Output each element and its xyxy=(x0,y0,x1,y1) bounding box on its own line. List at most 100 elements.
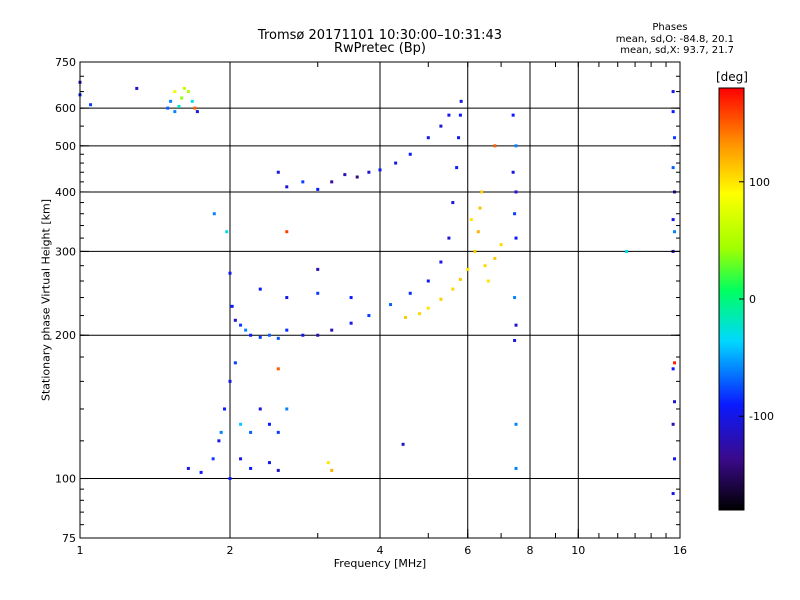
data-point xyxy=(285,296,289,300)
data-point xyxy=(180,96,184,100)
data-point xyxy=(394,161,398,165)
y-tick-label: 600 xyxy=(55,102,76,115)
data-point xyxy=(486,279,490,283)
data-point xyxy=(190,99,194,103)
data-point xyxy=(244,328,248,332)
data-point xyxy=(378,168,382,172)
data-point xyxy=(177,104,181,108)
data-point xyxy=(458,277,462,281)
data-point xyxy=(480,190,484,194)
data-point xyxy=(514,323,518,327)
data-point xyxy=(447,236,451,240)
colorbar-tick-label: 100 xyxy=(749,176,770,189)
data-point xyxy=(514,466,518,470)
data-point xyxy=(447,113,451,117)
data-point xyxy=(249,466,253,470)
data-point xyxy=(330,180,334,184)
data-point xyxy=(426,279,430,283)
data-point xyxy=(186,466,190,470)
axis-ticks: 1 2 4 6 8 10 16 75 100 200 300 400 500 600 750 xyxy=(55,56,687,557)
chart-subtitle: RwPretec (Bp) xyxy=(333,41,427,56)
data-point xyxy=(249,333,253,337)
x-tick-label: 16 xyxy=(673,544,687,557)
data-point xyxy=(403,315,407,319)
data-point xyxy=(239,323,243,327)
data-point xyxy=(301,180,305,184)
data-point xyxy=(511,170,515,174)
data-point xyxy=(276,430,280,434)
x-tick-label: 10 xyxy=(571,544,585,557)
phase-statistics: Phases mean, sd,O: -84.8, 20.1 mean, sd,… xyxy=(616,22,734,57)
data-point xyxy=(258,287,262,291)
data-point xyxy=(459,99,463,103)
data-point xyxy=(186,90,190,94)
x-tick-label: 6 xyxy=(464,544,471,557)
data-point xyxy=(469,218,473,222)
data-point xyxy=(89,103,93,107)
data-point xyxy=(455,166,459,170)
data-point xyxy=(258,335,262,339)
data-point xyxy=(228,477,232,481)
data-point xyxy=(326,461,330,465)
data-point xyxy=(439,297,443,301)
data-point xyxy=(671,492,675,496)
data-point xyxy=(276,468,280,472)
data-point xyxy=(417,312,421,316)
x-tick-label: 8 xyxy=(527,544,534,557)
data-point xyxy=(276,367,280,371)
data-point xyxy=(457,136,461,140)
colorbar-tick-label: 0 xyxy=(749,293,756,306)
data-point xyxy=(349,321,353,325)
data-point xyxy=(367,170,371,174)
data-point xyxy=(258,407,262,411)
data-point xyxy=(316,187,320,191)
data-point xyxy=(673,136,677,140)
data-point xyxy=(316,291,320,295)
data-point xyxy=(239,457,243,461)
data-point xyxy=(173,110,177,114)
data-point xyxy=(439,124,443,128)
data-point xyxy=(285,230,289,234)
data-point xyxy=(230,304,234,308)
data-point xyxy=(513,338,517,342)
y-tick-label: 75 xyxy=(62,532,76,545)
data-point xyxy=(451,201,455,205)
data-point xyxy=(182,86,186,90)
data-point xyxy=(217,439,221,443)
data-point xyxy=(514,422,518,426)
data-point xyxy=(671,110,675,114)
colorbar-tick-label: -100 xyxy=(749,410,774,423)
data-point xyxy=(228,379,232,383)
data-point xyxy=(514,236,518,240)
data-point xyxy=(285,407,289,411)
y-tick-label: 750 xyxy=(55,56,76,69)
x-axis-label: Frequency [MHz] xyxy=(333,557,427,570)
data-point xyxy=(439,260,443,264)
data-point xyxy=(233,361,237,365)
data-point xyxy=(483,264,487,268)
data-point xyxy=(673,230,677,234)
data-point xyxy=(451,287,455,291)
data-point xyxy=(466,267,470,271)
x-tick-label: 4 xyxy=(377,544,384,557)
data-point xyxy=(173,90,177,94)
y-tick-label: 400 xyxy=(55,186,76,199)
data-point xyxy=(316,267,320,271)
data-point xyxy=(267,422,271,426)
colorbar-title: [deg] xyxy=(716,70,748,84)
data-point xyxy=(426,136,430,140)
data-point xyxy=(401,442,405,446)
data-point xyxy=(285,328,289,332)
data-point xyxy=(225,230,229,234)
data-point xyxy=(301,333,305,337)
data-point xyxy=(193,106,197,110)
data-point xyxy=(169,99,173,103)
y-tick-label: 100 xyxy=(55,473,76,486)
data-point xyxy=(408,152,412,156)
y-tick-label: 500 xyxy=(55,140,76,153)
data-point xyxy=(458,113,462,117)
data-point xyxy=(673,457,677,461)
data-point xyxy=(223,407,227,411)
data-point xyxy=(473,249,477,253)
